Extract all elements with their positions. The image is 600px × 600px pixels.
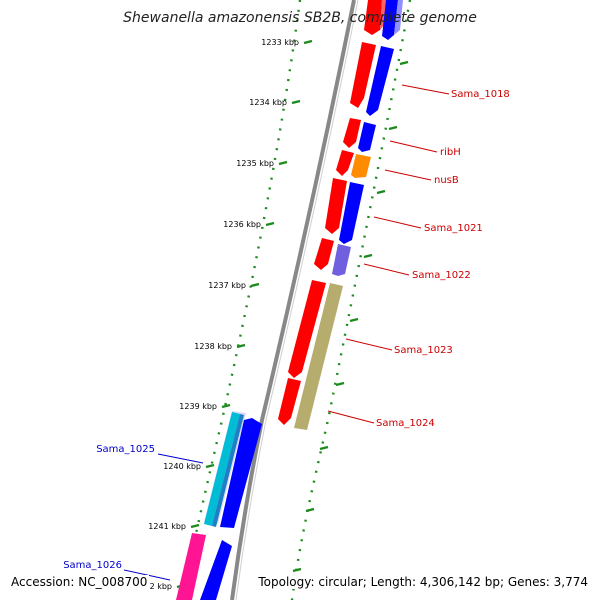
gene-feature xyxy=(350,42,376,108)
kbp-tick-label: 1242 kbp xyxy=(134,582,172,591)
kbp-tick xyxy=(278,160,288,166)
pseudo-feature xyxy=(294,283,343,430)
gene-label-leader xyxy=(157,453,204,464)
topology-summary: Topology: circular; Length: 4,306,142 bp… xyxy=(256,575,590,589)
outer-ruler-tick xyxy=(319,445,329,451)
gene-label-leader xyxy=(363,263,410,276)
outer-ruler-tick xyxy=(363,253,373,259)
kbp-tick-group: 1233 kbp 1234 kbp 1235 kbp 1236 kbp 1237 kbp… xyxy=(134,38,409,591)
map-title: Shewanella amazonensis SB2B, complete ge… xyxy=(123,10,477,26)
kbp-tick-label: 1239 kbp xyxy=(179,402,217,411)
gene-label[interactable]: Sama_1024 xyxy=(376,418,435,429)
lower-gene-cluster xyxy=(176,411,262,600)
gene-feature xyxy=(343,118,361,148)
gene-feature xyxy=(336,150,354,176)
kbp-tick-label: 1236 kbp xyxy=(223,220,261,229)
gene-label-leader xyxy=(389,140,438,153)
gene-label[interactable]: Sama_1018 xyxy=(451,89,510,100)
gene-feature xyxy=(204,412,240,526)
gene-label-group: Sama_1018 ribH nusB Sama_1021 Sama_1022 Sama_… xyxy=(63,84,510,581)
genome-backbone xyxy=(230,0,356,600)
gene-feature xyxy=(176,533,206,600)
kbp-tick-label: 1240 kbp xyxy=(163,462,201,471)
kbp-tick xyxy=(221,403,231,409)
gene-label[interactable]: ribH xyxy=(440,147,461,158)
gene-label[interactable]: Sama_1023 xyxy=(394,345,453,356)
gene-feature xyxy=(288,280,326,378)
minus-strand-genes xyxy=(294,0,403,430)
gene-feature xyxy=(366,46,394,116)
outer-ruler-tick xyxy=(335,381,345,387)
outer-ruler-tick xyxy=(292,567,302,573)
gene-feature xyxy=(200,540,232,600)
plus-strand-genes xyxy=(278,0,390,425)
kbp-tick-label: 1238 kbp xyxy=(194,342,232,351)
genome-backbone-highlight xyxy=(235,0,359,600)
kbp-ruler-track xyxy=(180,0,302,600)
gene-label[interactable]: Sama_1021 xyxy=(424,223,483,234)
kbp-tick-label: 1241 kbp xyxy=(148,522,186,531)
gene-label-leader xyxy=(384,169,432,181)
gene-label[interactable]: Sama_1025 xyxy=(96,444,155,455)
gene-label-leader xyxy=(401,84,450,95)
kbp-tick xyxy=(205,463,215,469)
gene-label-leader xyxy=(327,410,375,424)
outer-ruler-tick xyxy=(399,60,409,66)
gene-feature xyxy=(314,238,334,270)
gene-feature xyxy=(220,418,262,528)
kbp-tick-label: 1234 kbp xyxy=(249,98,287,107)
gene-label[interactable]: Sama_1022 xyxy=(412,270,471,281)
kbp-tick xyxy=(265,221,275,227)
outer-ruler-tick xyxy=(305,507,315,513)
gene-feature xyxy=(394,0,403,35)
kbp-tick xyxy=(291,99,301,105)
outer-ruler-track xyxy=(290,0,412,600)
outer-ruler-tick xyxy=(349,317,359,323)
gene-feature xyxy=(382,0,398,40)
outer-ruler-tick xyxy=(376,189,386,195)
kbp-tick-label: 1233 kbp xyxy=(261,38,299,47)
gene-feature xyxy=(364,0,382,35)
gene-label-leader xyxy=(345,338,393,351)
gene-feature xyxy=(339,182,364,244)
gene-feature xyxy=(278,378,301,425)
gene-feature xyxy=(212,414,244,527)
kbp-tick xyxy=(250,282,260,288)
gene-feature xyxy=(194,533,212,600)
gene-label[interactable]: Sama_1026 xyxy=(63,560,122,571)
gene-feature xyxy=(325,178,347,234)
kbp-tick-label: 1237 kbp xyxy=(208,281,246,290)
outer-ruler-tick xyxy=(388,125,398,131)
gene-feature xyxy=(332,244,351,276)
accession-label: Accession: NC_008700 xyxy=(9,575,150,589)
kbp-tick xyxy=(190,523,200,529)
gene-feature xyxy=(358,122,376,152)
rrna-feature xyxy=(351,154,371,178)
kbp-tick-label: 1235 kbp xyxy=(236,159,274,168)
kbp-tick xyxy=(236,343,246,349)
kbp-tick xyxy=(303,39,313,45)
gene-label[interactable]: nusB xyxy=(434,175,459,186)
gene-label-leader xyxy=(373,216,422,229)
